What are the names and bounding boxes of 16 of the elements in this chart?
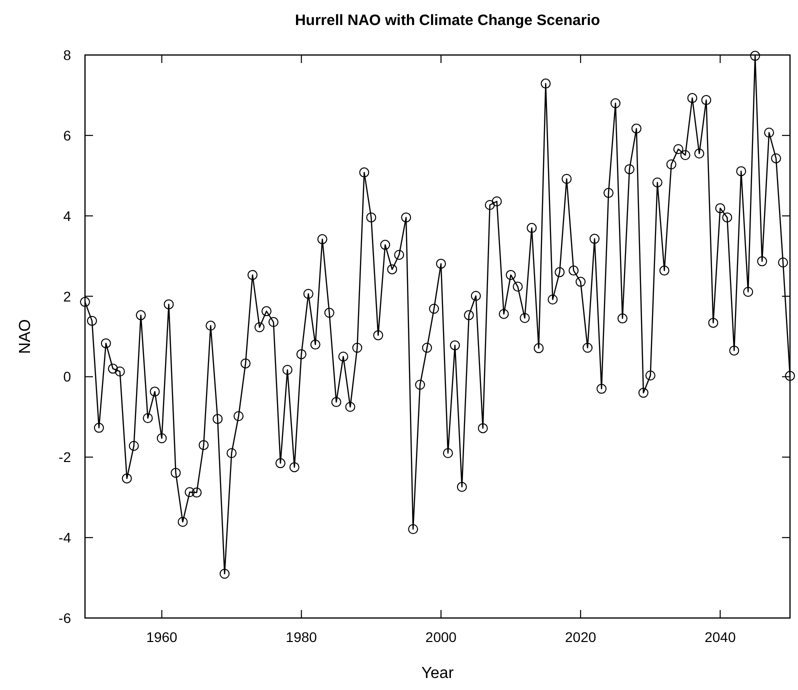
- x-tick-label: 2000: [425, 629, 457, 645]
- x-tick-label: 1980: [286, 629, 318, 645]
- x-tick-label: 1960: [146, 629, 178, 645]
- x-tick-label: 2040: [704, 629, 736, 645]
- y-tick-label: 4: [63, 208, 72, 224]
- chart-title: Hurrell NAO with Climate Change Scenario: [294, 12, 600, 29]
- y-tick-label: -6: [58, 610, 72, 626]
- x-tick-label: 2020: [565, 629, 596, 645]
- y-tick-label: -2: [58, 449, 72, 466]
- y-tick-label: -4: [58, 530, 72, 546]
- y-tick-label: 6: [63, 127, 72, 144]
- y-tick-label: 8: [63, 47, 72, 63]
- y-tick-label: 2: [63, 288, 72, 304]
- y-tick-label: 0: [63, 368, 72, 385]
- y-axis-title: NAO: [17, 319, 34, 354]
- x-axis-title: Year: [421, 665, 454, 682]
